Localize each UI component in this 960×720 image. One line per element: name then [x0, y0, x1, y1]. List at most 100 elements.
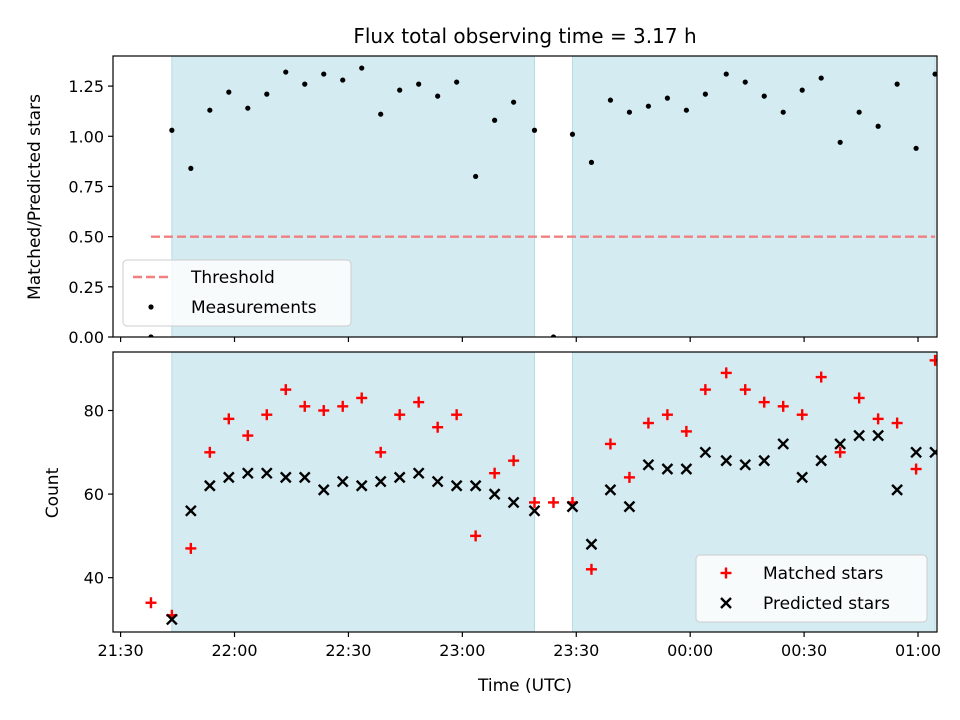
matched-star-point — [489, 467, 501, 479]
axes-frame — [112, 55, 938, 338]
matched-star-point — [834, 446, 846, 458]
matched-star-point — [585, 563, 597, 575]
measurement-point — [875, 123, 881, 129]
x-marker-b — [488, 488, 501, 500]
predicted-star-point — [739, 458, 752, 471]
measurement-point — [818, 75, 824, 81]
matched-star-point — [413, 396, 425, 408]
matched-star-point — [356, 392, 368, 404]
predicted-star-point — [834, 438, 847, 450]
measurement-point — [702, 91, 708, 97]
x-marker-b — [720, 454, 733, 467]
predicted-star-point — [393, 471, 406, 484]
x-marker-b — [796, 471, 809, 484]
matched-star-point — [739, 384, 751, 396]
measurement-point — [245, 105, 251, 111]
measurement-point — [683, 107, 689, 113]
bottom-legend-box — [695, 554, 928, 623]
legend-matched-label: Matched stars — [763, 564, 883, 584]
predicted-star-point — [853, 429, 866, 442]
x-marker-b — [661, 463, 674, 475]
predicted-star-point — [317, 484, 330, 496]
x-marker-b — [815, 454, 828, 467]
matched-star-point — [261, 409, 273, 421]
y-tick-label: 0.25 — [68, 278, 104, 297]
x-marker-b — [374, 475, 387, 488]
predicted-star-point — [604, 484, 617, 496]
measurement-point — [645, 103, 652, 109]
predicted-star-point — [699, 446, 712, 459]
measurement-point — [569, 131, 576, 137]
x-marker-b — [203, 479, 216, 492]
x-marker-b — [279, 471, 292, 484]
legend-predicted-label: Predicted stars — [763, 594, 890, 614]
measurement-point — [302, 81, 308, 87]
x-tick-label: 00:00 — [667, 641, 713, 660]
predicted-star-point — [642, 458, 655, 471]
axes-frame — [112, 351, 938, 633]
matched-star-point — [337, 400, 349, 412]
x-marker-b — [585, 538, 598, 551]
x-axis-label: Time (UTC) — [477, 676, 572, 696]
predicted-star-point — [910, 446, 922, 459]
matched-star-point — [604, 438, 616, 450]
predicted-star-point — [412, 467, 425, 480]
measurement-point — [856, 109, 862, 115]
predicted-star-point — [222, 471, 235, 484]
x-marker-b — [317, 484, 330, 496]
predicted-star-point — [720, 454, 733, 467]
predicted-star-point — [203, 479, 216, 492]
predicted-star-point — [528, 504, 541, 517]
measurement-point — [607, 97, 614, 103]
x-marker-b — [469, 479, 482, 492]
x-marker-b — [431, 475, 444, 488]
x-marker-b — [450, 479, 463, 492]
matched-star-point — [815, 371, 827, 383]
matched-star-point — [299, 400, 311, 412]
measurement-point — [359, 65, 365, 71]
measurement-point — [169, 127, 175, 133]
x-tick-label: 23:00 — [439, 641, 485, 660]
measurement-point — [664, 95, 670, 101]
predicted-star-point — [260, 467, 273, 480]
matched-star-point — [853, 392, 865, 404]
measurement-point — [188, 165, 194, 171]
y-tick-label: 40 — [84, 569, 104, 588]
x-marker-b — [910, 446, 922, 459]
legend-threshold-label: Threshold — [190, 268, 275, 288]
measurement-point — [264, 91, 270, 97]
x-marker-b — [834, 438, 847, 450]
measurement-point — [435, 93, 441, 99]
predicted-star-point — [279, 471, 292, 484]
predicted-star-point — [298, 471, 311, 484]
x-tick-label: 01:00 — [895, 641, 941, 660]
matched-star-point — [432, 421, 444, 433]
predicted-star-point — [469, 479, 482, 492]
predicted-star-point — [777, 438, 790, 450]
measurement-point — [148, 334, 154, 337]
predicted-star-point — [431, 475, 444, 488]
predicted-star-point — [796, 471, 809, 484]
matched-star-point — [375, 446, 387, 458]
legend-measurements-label: Measurements — [191, 298, 317, 318]
y-tick-label: 80 — [84, 402, 104, 421]
measurement-point — [416, 81, 422, 87]
x-marker-b — [604, 484, 617, 496]
measurement-point — [837, 139, 843, 145]
matched-star-point — [720, 367, 732, 379]
y-tick-label: 60 — [84, 485, 104, 504]
matched-star-point — [470, 530, 482, 542]
measurement-point — [780, 109, 786, 115]
x-marker-b — [336, 475, 349, 488]
matched-star-point — [185, 542, 197, 554]
matched-star-point — [280, 384, 292, 396]
predicted-star-point — [815, 454, 828, 467]
measurement-point — [761, 93, 767, 99]
measurement-point — [492, 117, 498, 123]
legend-measurements-swatch — [148, 304, 154, 310]
x-marker-b — [853, 429, 866, 442]
x-marker-b — [507, 496, 520, 509]
predicted-star-point — [374, 475, 387, 488]
x-marker-b — [929, 448, 937, 459]
